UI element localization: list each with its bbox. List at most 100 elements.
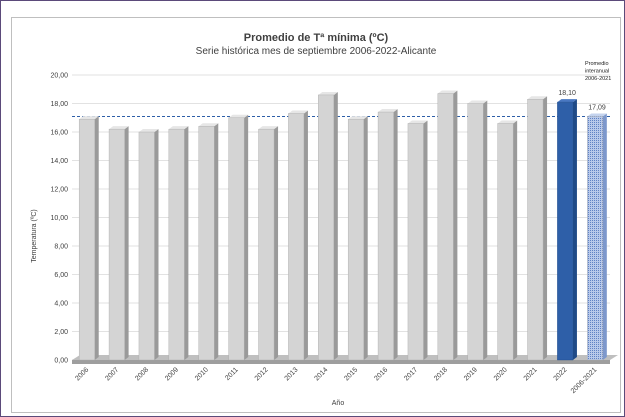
x-tick-label: 2008: [134, 366, 150, 382]
bar-2018: [437, 90, 458, 361]
bar-front: [228, 117, 245, 361]
bar-side: [602, 113, 607, 360]
y-tick-label: 0,00: [54, 358, 68, 365]
data-label: 18,10: [558, 90, 576, 97]
bars: [78, 90, 607, 361]
bar-side: [423, 120, 428, 360]
bar-2012: [258, 126, 279, 361]
bar-2009: [168, 126, 189, 361]
bar-2017: [407, 120, 428, 361]
bar-2021: [527, 96, 548, 361]
chart-subtitle: Serie histórica mes de septiembre 2006-2…: [196, 46, 437, 57]
x-tick-label: 2019: [463, 366, 479, 382]
chart-floor-edge: [72, 360, 610, 364]
bar-2019: [467, 100, 488, 361]
bar-top: [168, 126, 189, 130]
chart-area: Promedio de Tª mínima (ºC) Serie históri…: [11, 17, 621, 413]
y-tick-label: 20,00: [50, 73, 68, 80]
data-labels: 18,10 17,09: [558, 90, 606, 111]
bar-top: [258, 126, 279, 130]
x-tick-labels: 2006 2007 2008 2009 2010 2011 2012 2013 2014 2015…: [74, 366, 598, 395]
bar-front: [318, 94, 335, 361]
x-tick-label: 2010: [194, 366, 210, 382]
y-tick-label: 10,00: [50, 215, 68, 222]
bar-front: [467, 103, 484, 361]
annotation-line: interanual: [585, 69, 609, 75]
bar-front: [587, 116, 604, 361]
bar-side: [513, 120, 518, 360]
bar-front: [288, 113, 305, 361]
bar-side: [184, 126, 189, 361]
bar-side: [244, 114, 249, 360]
chart-title: Promedio de Tª mínima (ºC): [244, 32, 389, 44]
x-tick-label: 2009: [164, 366, 180, 382]
bar-top: [138, 129, 159, 132]
y-tick-label: 6,00: [54, 272, 68, 279]
bar-front: [437, 93, 454, 361]
x-tick-label: 2020: [493, 366, 509, 382]
y-axis-title: Temperatura (ºC): [31, 209, 38, 263]
bar-top: [378, 109, 398, 113]
bar-front: [138, 131, 155, 361]
bar-2022: [557, 99, 577, 361]
bar-top: [407, 120, 428, 124]
bar-front: [78, 118, 95, 361]
bar-2008: [138, 129, 159, 361]
bar-top: [348, 116, 368, 120]
y-tick-label: 16,00: [50, 130, 68, 137]
temperature-bar-chart: Promedio de Tª mínima (ºC) Serie históri…: [31, 32, 618, 407]
bar-side: [393, 109, 398, 360]
bar-front: [347, 118, 364, 361]
bar-top: [228, 114, 249, 118]
bar-top: [79, 116, 99, 120]
x-tick-label: 2011: [224, 366, 240, 382]
bar-top: [318, 91, 338, 95]
bar-2006: [78, 116, 99, 361]
bar-side: [543, 96, 548, 360]
x-tick-label: 2016: [373, 366, 389, 382]
bar-side: [154, 129, 159, 360]
x-tick-label: 2014: [314, 366, 330, 382]
bar-front: [527, 99, 544, 361]
bar-front: [497, 123, 514, 361]
annotation-line: Promedio: [585, 61, 609, 67]
y-tick-label: 2,00: [54, 329, 68, 336]
bar-side: [483, 100, 488, 360]
bar-side: [333, 91, 338, 360]
x-tick-label: 2006: [74, 366, 90, 382]
bar-top: [198, 123, 219, 127]
x-tick-label: 2006-2021: [570, 366, 599, 395]
bar-top: [557, 99, 577, 103]
bar-side: [363, 116, 368, 360]
bar-2014: [318, 91, 338, 361]
bar-top: [109, 126, 129, 130]
bar-front: [407, 123, 424, 361]
x-tick-label: 2022: [553, 366, 569, 382]
y-tick-labels: 0,00 2,00 4,00 6,00 8,00 10,00 12,00 14,00 16,00…: [50, 73, 68, 365]
bar-2013: [288, 110, 308, 361]
bar-front: [557, 101, 574, 361]
bar-front: [168, 128, 185, 361]
x-tick-label: 2021: [523, 366, 539, 382]
bar-side: [303, 110, 308, 360]
bar-side: [274, 126, 279, 361]
bar-side: [124, 126, 129, 361]
bar-top: [467, 100, 488, 104]
bar-top: [527, 96, 548, 100]
bar-front: [258, 128, 275, 361]
bar-2010: [198, 123, 219, 361]
bar-top: [497, 120, 518, 124]
y-tick-label: 4,00: [54, 301, 68, 308]
bar-2007: [108, 126, 129, 361]
bar-side: [572, 99, 577, 360]
x-axis-title: Año: [332, 400, 345, 407]
bar-front: [108, 128, 125, 361]
bar-top: [587, 113, 607, 117]
x-tick-label: 2007: [104, 366, 120, 382]
bar-top: [437, 90, 458, 94]
y-tick-label: 8,00: [54, 244, 68, 251]
y-tick-label: 14,00: [50, 158, 68, 165]
bar-2020: [497, 120, 518, 361]
bar-2006-2021: [587, 113, 607, 361]
x-tick-label: 2017: [403, 366, 419, 382]
